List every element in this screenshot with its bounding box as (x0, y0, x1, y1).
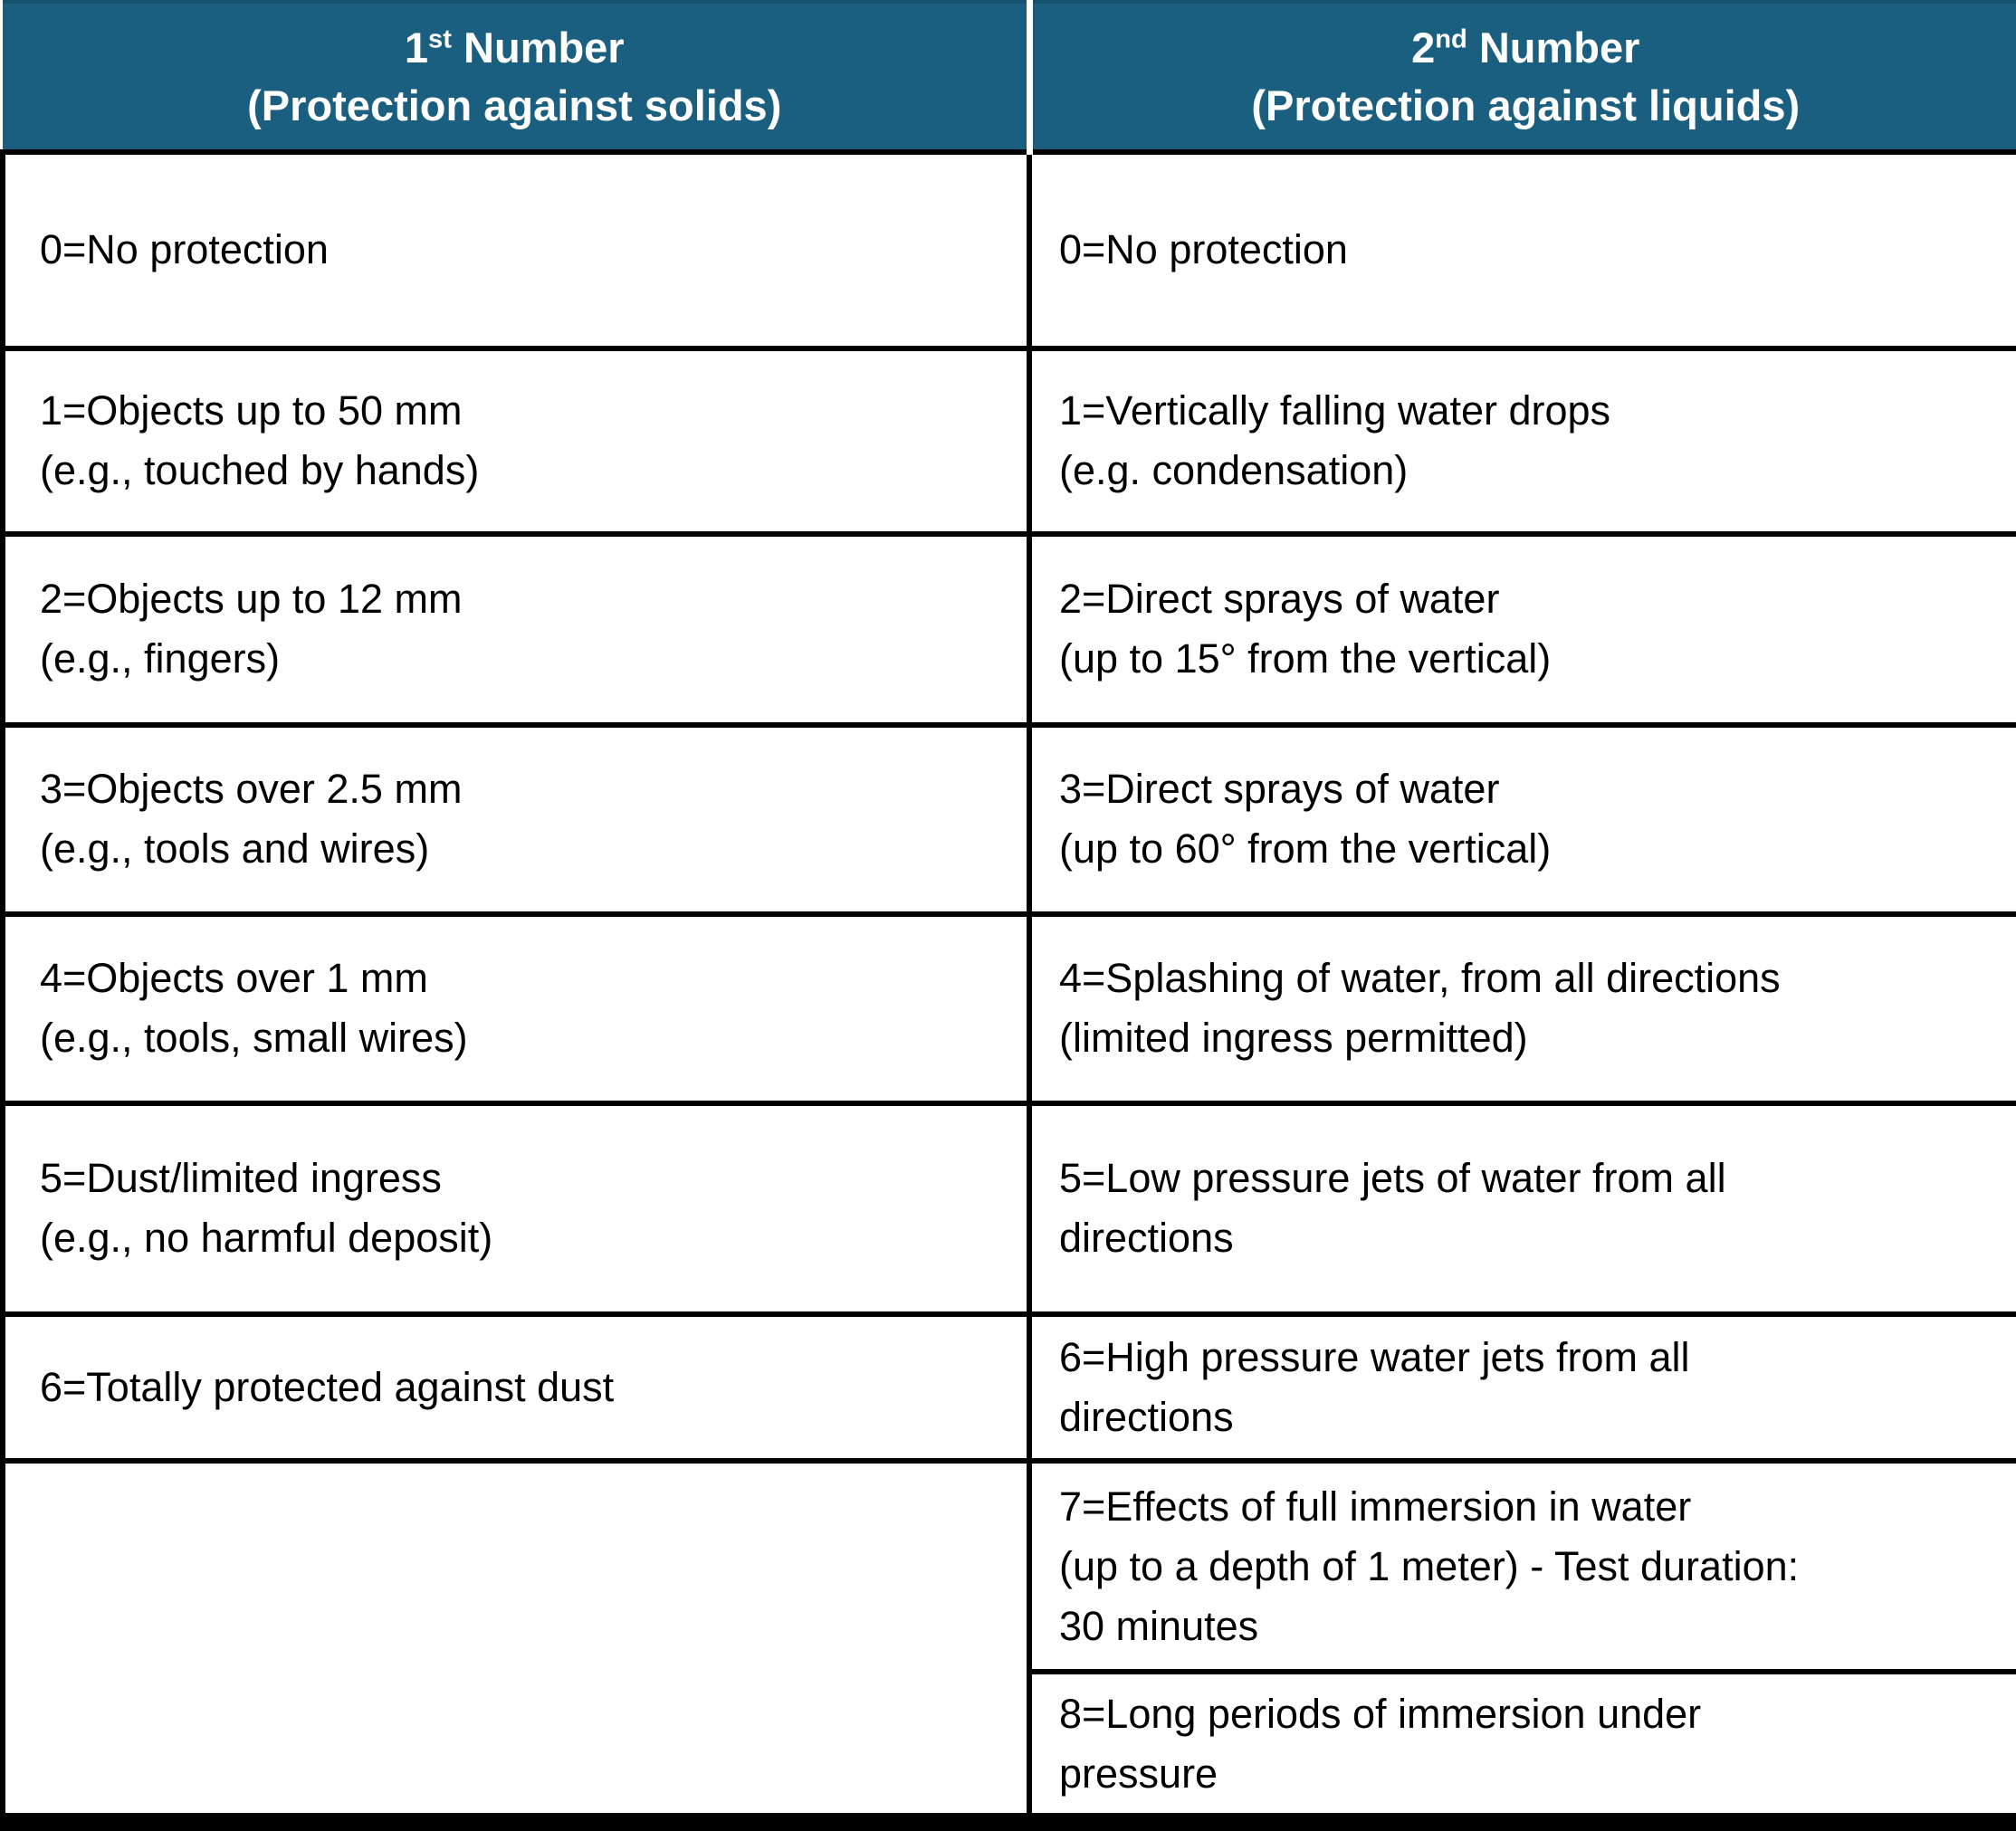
cell-line: 7=Effects of full immersion in water (1059, 1483, 1692, 1530)
header-liquids: 2nd Number (Protection against liquids) (1029, 0, 2016, 152)
table-row-6: 6=Totally protected against dust 6=High … (0, 1311, 2016, 1464)
cell-line: 30 minutes (1059, 1602, 1259, 1649)
cell-liquids-1: 1=Vertically falling water drops (e.g. c… (1027, 345, 2016, 537)
header-solids-title-rest: Number (451, 23, 625, 72)
cell-line: 0=No protection (1059, 226, 1348, 273)
header-solids-ordinal: st (428, 24, 452, 53)
cell-line: (up to 60° from the vertical) (1059, 825, 1552, 873)
header-solids-title: 1st Number (12, 19, 1018, 77)
cell-solids-6: 6=Totally protected against dust (0, 1311, 1032, 1464)
table-row-0: 0=No protection 0=No protection (0, 149, 2016, 351)
header-liquids-title-rest: Number (1467, 23, 1640, 72)
cell-line: (e.g., no harmful deposit) (40, 1215, 493, 1261)
cell-line: (e.g., touched by hands) (40, 447, 480, 494)
cell-line: 6=High pressure water jets from all (1059, 1333, 1690, 1380)
cell-solids-0: 0=No protection (0, 149, 1032, 351)
cell-line: directions (1059, 1393, 1234, 1440)
cell-line: 3=Objects over 2.5 mm (40, 766, 463, 813)
table-row-7: 7=Effects of full immersion in water (up… (0, 1458, 2016, 1825)
cell-line: (up to a depth of 1 meter) - Test durati… (1059, 1542, 1800, 1589)
cell-solids-4: 4=Objects over 1 mm (e.g., tools, small … (0, 911, 1032, 1106)
cell-line: 5=Dust/limited ingress (40, 1155, 442, 1201)
cell-liquids-3: 3=Direct sprays of water (up to 60° from… (1027, 721, 2016, 917)
cell-solids-empty (0, 1458, 1032, 1825)
cell-line: (limited ingress permitted) (1059, 1015, 1528, 1062)
cell-line: 1=Objects up to 50 mm (40, 387, 463, 434)
cell-liquids-0: 0=No protection (1027, 149, 2016, 351)
cell-solids-2: 2=Objects up to 12 mm (e.g., fingers) (0, 530, 1032, 728)
cell-line: (e.g., tools and wires) (40, 825, 430, 873)
cell-line: 0=No protection (40, 226, 329, 273)
cell-line: pressure (1059, 1750, 1218, 1797)
cell-line: 5=Low pressure jets of water from all (1059, 1155, 1726, 1201)
cell-liquids-2: 2=Direct sprays of water (up to 15° from… (1027, 530, 2016, 728)
cell-line: 4=Splashing of water, from all direction… (1059, 955, 1781, 1002)
table-row-3: 3=Objects over 2.5 mm (e.g., tools and w… (0, 721, 2016, 917)
cell-line: directions (1059, 1215, 1234, 1261)
header-solids-subtitle: (Protection against solids) (247, 81, 782, 129)
cell-liquids-5: 5=Low pressure jets of water from all di… (1027, 1100, 2016, 1317)
cell-line: 1=Vertically falling water drops (1059, 387, 1611, 434)
cell-line: 2=Objects up to 12 mm (40, 576, 463, 623)
header-row: 1st Number (Protection against solids) 2… (3, 0, 2016, 152)
cell-line: (e.g., tools, small wires) (40, 1015, 468, 1062)
cell-solids-5: 5=Dust/limited ingress (e.g., no harmful… (0, 1100, 1032, 1317)
table-row-1: 1=Objects up to 50 mm (e.g., touched by … (0, 345, 2016, 537)
cell-liquids-7: 7=Effects of full immersion in water (up… (1027, 1458, 2016, 1675)
table-row-5: 5=Dust/limited ingress (e.g., no harmful… (0, 1100, 2016, 1317)
cell-line: (e.g., fingers) (40, 635, 281, 682)
cell-line: (up to 15° from the vertical) (1059, 635, 1552, 682)
cell-line: 6=Totally protected against dust (40, 1363, 615, 1410)
table-row-8: 8=Long periods of immersion under pressu… (3, 1669, 2016, 1825)
cell-solids-1: 1=Objects up to 50 mm (e.g., touched by … (0, 345, 1032, 537)
cell-solids-3: 3=Objects over 2.5 mm (e.g., tools and w… (0, 721, 1032, 917)
cell-line: 8=Long periods of immersion under (1059, 1690, 1702, 1737)
cell-liquids-6: 6=High pressure water jets from all dire… (1027, 1311, 2016, 1464)
cell-line: 3=Direct sprays of water (1059, 766, 1500, 813)
header-liquids-number: 2 (1411, 23, 1436, 72)
table-row-2: 2=Objects up to 12 mm (e.g., fingers) 2=… (0, 530, 2016, 728)
cell-line: (e.g. condensation) (1059, 447, 1409, 494)
header-liquids-ordinal: nd (1435, 24, 1467, 53)
header-solids-number: 1 (404, 23, 429, 72)
cell-liquids-4: 4=Splashing of water, from all direction… (1027, 911, 2016, 1106)
table-row-4: 4=Objects over 1 mm (e.g., tools, small … (0, 911, 2016, 1106)
header-liquids-subtitle: (Protection against liquids) (1251, 81, 1801, 129)
cell-line: 4=Objects over 1 mm (40, 955, 428, 1002)
cell-line: 2=Direct sprays of water (1059, 576, 1500, 623)
cell-liquids-8: 8=Long periods of immersion under pressu… (1027, 1669, 2016, 1825)
header-solids: 1st Number (Protection against solids) (3, 0, 1033, 152)
header-liquids-title: 2nd Number (1042, 19, 2011, 77)
